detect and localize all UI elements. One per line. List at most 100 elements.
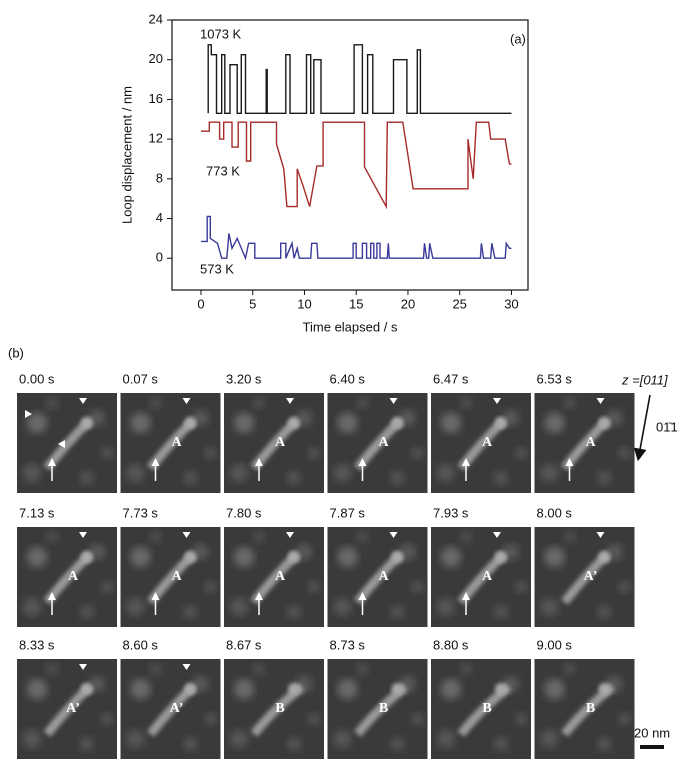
texture xyxy=(495,417,507,429)
texture xyxy=(618,447,631,459)
marker-triangle xyxy=(182,532,191,538)
direction-label: 01̄1 xyxy=(656,419,678,434)
texture xyxy=(503,410,519,426)
micrograph xyxy=(327,527,428,627)
y-tick-label: 8 xyxy=(156,170,163,185)
texture xyxy=(441,679,461,699)
texture xyxy=(23,464,41,482)
texture xyxy=(46,663,58,675)
frame-letter: A xyxy=(275,569,286,584)
texture xyxy=(89,410,105,426)
marker-triangle xyxy=(389,398,398,404)
micrograph xyxy=(327,393,428,493)
texture xyxy=(598,417,611,429)
texture xyxy=(234,547,254,567)
texture xyxy=(540,598,559,616)
texture xyxy=(80,737,94,751)
texture xyxy=(494,471,508,485)
texture xyxy=(597,737,612,751)
texture xyxy=(101,581,113,593)
frame-time: 8.80 s xyxy=(433,637,469,652)
marker-triangle xyxy=(596,532,605,538)
marker-arrow-head xyxy=(48,592,56,600)
marker-triangle xyxy=(389,532,398,538)
series-label: 1073 K xyxy=(200,26,242,41)
x-tick-label: 0 xyxy=(197,296,204,311)
y-tick-label: 4 xyxy=(156,210,163,225)
texture xyxy=(27,547,47,567)
texture xyxy=(204,713,217,725)
texture xyxy=(46,397,58,409)
frame-letter: A’ xyxy=(584,569,598,584)
marker-triangle xyxy=(286,398,294,404)
texture xyxy=(597,605,612,619)
marker-triangle xyxy=(182,664,191,670)
frame-time: 8.00 s xyxy=(537,505,573,520)
x-tick-label: 10 xyxy=(297,296,311,311)
frame-time: 7.80 s xyxy=(226,505,262,520)
texture xyxy=(192,676,209,692)
texture xyxy=(23,598,41,616)
texture xyxy=(391,683,404,695)
texture xyxy=(337,547,358,567)
texture xyxy=(308,713,320,725)
x-axis-title: Time elapsed / s xyxy=(303,319,398,334)
marker-arrow-head xyxy=(358,458,367,466)
frame-letter: B xyxy=(275,701,284,716)
marker-triangle xyxy=(182,398,191,404)
texture xyxy=(503,544,519,560)
texture xyxy=(356,663,369,675)
texture xyxy=(296,544,312,560)
frame-letter: A xyxy=(171,435,182,450)
marker-triangle xyxy=(79,398,87,404)
x-tick-label: 20 xyxy=(401,296,415,311)
y-axis-title: Loop displacement / nm xyxy=(119,86,134,224)
marker-triangle xyxy=(596,398,605,404)
marker-arrow-head xyxy=(255,458,263,466)
scale-bar-label: 20 nm xyxy=(634,725,670,740)
texture xyxy=(618,581,631,593)
frame-time: 7.73 s xyxy=(123,505,159,520)
texture xyxy=(494,737,508,751)
frame-letter: A xyxy=(482,435,493,450)
y-tick-label: 16 xyxy=(149,91,163,106)
texture xyxy=(192,544,209,560)
texture xyxy=(81,417,93,429)
micrograph xyxy=(17,393,117,493)
frame-time: 8.60 s xyxy=(123,637,159,652)
micrograph xyxy=(224,527,324,627)
marker-arrow-head xyxy=(565,458,574,466)
frame-time: 0.07 s xyxy=(123,371,159,386)
frame-letter: B xyxy=(482,701,491,716)
y-tick-label: 24 xyxy=(149,11,163,26)
frame-time: 0.00 s xyxy=(19,371,55,386)
texture xyxy=(411,713,424,725)
texture xyxy=(130,547,151,567)
micrograph xyxy=(120,393,221,493)
texture xyxy=(437,464,455,482)
micrograph xyxy=(17,659,117,759)
texture xyxy=(287,605,301,619)
marker-arrow-head xyxy=(151,458,160,466)
texture xyxy=(563,531,576,543)
series-label: 573 K xyxy=(200,261,234,276)
frame-time: 8.73 s xyxy=(330,637,366,652)
texture xyxy=(204,447,217,459)
series-line xyxy=(201,121,512,210)
frame-time: 8.67 s xyxy=(226,637,262,652)
texture xyxy=(288,417,300,429)
x-tick-label: 30 xyxy=(504,296,518,311)
texture xyxy=(81,683,93,695)
marker-triangle xyxy=(79,664,87,670)
texture xyxy=(563,663,576,675)
marker-triangle xyxy=(286,532,294,538)
texture xyxy=(287,737,301,751)
texture xyxy=(192,410,209,426)
marker-triangle xyxy=(79,532,87,538)
texture xyxy=(253,531,265,543)
texture xyxy=(184,551,197,563)
texture xyxy=(390,605,405,619)
texture xyxy=(253,397,265,409)
texture xyxy=(563,397,576,409)
x-tick-label: 25 xyxy=(452,296,466,311)
